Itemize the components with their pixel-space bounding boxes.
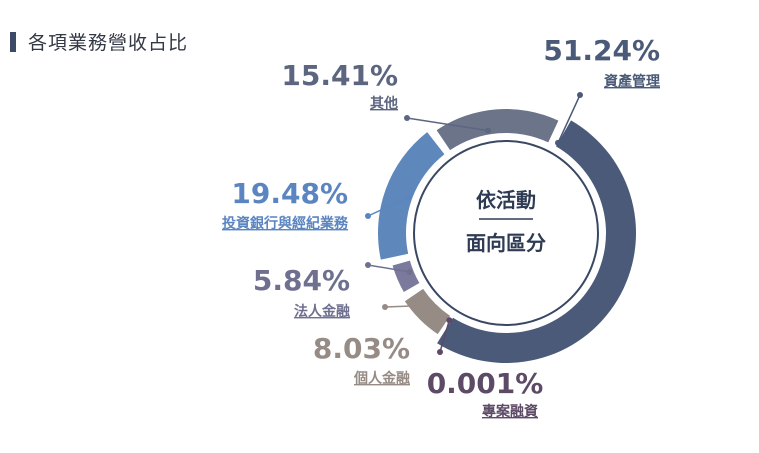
slice-corporate-finance: [392, 260, 420, 292]
slice-personal-finance: [404, 288, 451, 335]
chart-title: 各項業務營收占比: [10, 28, 188, 55]
value-label-investment-banking: 19.48%: [231, 177, 348, 210]
leader-line-corporate-finance: [367, 264, 410, 273]
leader-dot-asset-management: [555, 139, 561, 146]
slice-investment-banking: [378, 132, 445, 260]
category-label-project-finance[interactable]: 專案融資: [482, 403, 538, 420]
center-circle: [413, 140, 599, 326]
slice-other: [436, 108, 559, 151]
value-label-other: 15.41%: [281, 59, 398, 92]
category-label-asset-management[interactable]: 資產管理: [604, 73, 660, 90]
category-label-personal-finance[interactable]: 個人金融: [353, 370, 410, 387]
value-label-personal-finance: 8.03%: [313, 332, 410, 365]
leader-dot-investment-banking: [405, 194, 412, 201]
slice-asset-management: [437, 120, 637, 364]
leader-dot-corporate-finance: [365, 262, 371, 268]
leader-line-project-finance: [439, 320, 451, 353]
category-label-investment-banking[interactable]: 投資銀行與經紀業務: [222, 215, 349, 232]
center-label-line1: 依活動: [476, 188, 536, 212]
leader-line-investment-banking: [367, 196, 409, 217]
leader-dot-project-finance: [446, 317, 453, 324]
value-label-asset-management: 51.24%: [543, 34, 660, 67]
value-label-corporate-finance: 5.84%: [253, 264, 350, 297]
leader-dot-project-finance: [437, 349, 443, 355]
donut-slices: [378, 108, 637, 364]
leader-dot-other: [404, 115, 410, 121]
title-text: 各項業務營收占比: [28, 32, 189, 54]
leader-dot-other: [484, 127, 491, 134]
slice-labels: 51.24% 資產管理 0.001% 專案融資 8.03% 個人金融 5.84% 法人金融 19…: [222, 34, 660, 420]
category-label-corporate-finance[interactable]: 法人金融: [294, 303, 350, 320]
value-label-project-finance: 0.001%: [427, 367, 544, 400]
leader-dot-corporate-finance: [406, 268, 413, 275]
center-label-line2: 面向區分: [466, 231, 546, 255]
title-accent-bar: [10, 31, 16, 52]
leader-line-personal-finance: [384, 304, 432, 308]
leader-dot-personal-finance: [382, 304, 388, 310]
category-label-other[interactable]: 其他: [370, 95, 398, 112]
leader-line-asset-management: [557, 94, 581, 144]
leader-dot-personal-finance: [428, 302, 435, 309]
leader-line-other: [406, 117, 489, 132]
leader-dot-asset-management: [577, 92, 583, 98]
leader-dot-investment-banking: [365, 213, 371, 219]
